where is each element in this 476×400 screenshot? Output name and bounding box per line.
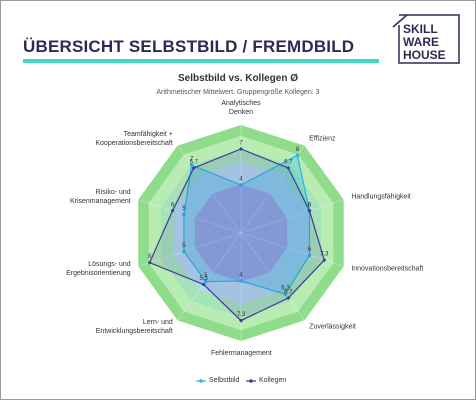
radar-spoke <box>138 199 242 234</box>
data-point <box>191 165 196 170</box>
data-point <box>239 147 243 151</box>
logo-text: WARE <box>403 35 439 49</box>
value-label: 4 <box>239 177 243 183</box>
radar-spoke <box>138 232 242 267</box>
data-point <box>307 208 312 213</box>
data-point <box>307 253 312 258</box>
value-label: 5 <box>182 243 186 249</box>
category-label: Fehlermanagement <box>211 350 272 357</box>
logo: SKILL WARE HOUSE <box>389 13 461 65</box>
value-label: 6.7 <box>284 160 293 166</box>
category-label: Analytisches Denken <box>221 100 261 116</box>
data-point <box>286 165 291 170</box>
radar-spoke <box>240 199 344 234</box>
category-label: Effizienz <box>309 135 336 143</box>
legend-label: Kollegen <box>259 377 287 384</box>
value-label: 6.7 <box>284 290 293 296</box>
value-label: 8 <box>296 147 300 153</box>
category-label: Lern- und Entwicklungsbereitschaft <box>95 318 173 335</box>
category-label: Lösungs- und Ergebnisorientierung <box>66 260 131 277</box>
value-label: 8 <box>148 254 152 260</box>
legend-marker <box>199 379 203 383</box>
data-point <box>283 292 288 296</box>
value-label: 6 <box>308 202 312 208</box>
value-label: 6 <box>308 202 312 208</box>
chart-subtitle: Arithmetischer Mittelwert. Gruppengröße … <box>156 89 320 96</box>
data-point <box>182 249 186 254</box>
radar-spoke <box>240 145 305 234</box>
value-label: 7.3 <box>237 312 246 318</box>
chart-title: Selbstbild vs. Kollegen Ø <box>177 73 299 84</box>
legend-marker <box>249 379 253 383</box>
category-label: Risiko- und Krisenmanagement <box>69 189 131 206</box>
value-label: 6 <box>171 202 175 208</box>
value-label: 4 <box>239 273 243 279</box>
value-label: 5.3 <box>199 276 208 282</box>
value-label: 6.7 <box>190 160 199 166</box>
category-label: Handlungsfähigkeit <box>351 193 411 201</box>
logo-text: SKILL <box>403 22 438 36</box>
value-label: 5 <box>204 273 208 279</box>
data-point <box>203 279 208 284</box>
logo-text: HOUSE <box>403 48 446 62</box>
radar-spoke <box>240 232 305 321</box>
category-label: Innovationsbereitschaft <box>351 265 424 273</box>
radar-spoke <box>240 232 344 267</box>
data-point <box>295 153 300 158</box>
data-point <box>286 296 291 301</box>
radar-spoke <box>177 232 242 321</box>
legend-label: Selbstbild <box>209 377 240 384</box>
category-label: Teamfähigkeit + Kooperationsbereitschaft <box>95 131 173 148</box>
value-label: 6.3 <box>281 286 290 292</box>
data-point <box>239 279 243 283</box>
data-point <box>239 183 243 187</box>
value-label: 6 <box>308 247 312 253</box>
category-label: Zuverlässigkeit <box>309 323 356 331</box>
data-point <box>170 208 175 213</box>
data-point <box>322 258 327 263</box>
value-label: 7 <box>239 141 243 147</box>
data-point <box>189 163 194 167</box>
logo-frame <box>392 14 460 64</box>
value-label: 7 <box>190 157 194 163</box>
radar-spoke <box>177 145 242 234</box>
value-label: 5 <box>182 206 186 212</box>
title-rule <box>23 59 379 63</box>
data-point <box>201 282 206 287</box>
page-title: ÜBERSICHT SELBSTBILD / FREMDBILD <box>23 37 355 56</box>
data-point <box>239 318 243 323</box>
value-label: 7.3 <box>320 252 329 258</box>
data-point <box>147 260 152 265</box>
data-point <box>182 212 186 217</box>
